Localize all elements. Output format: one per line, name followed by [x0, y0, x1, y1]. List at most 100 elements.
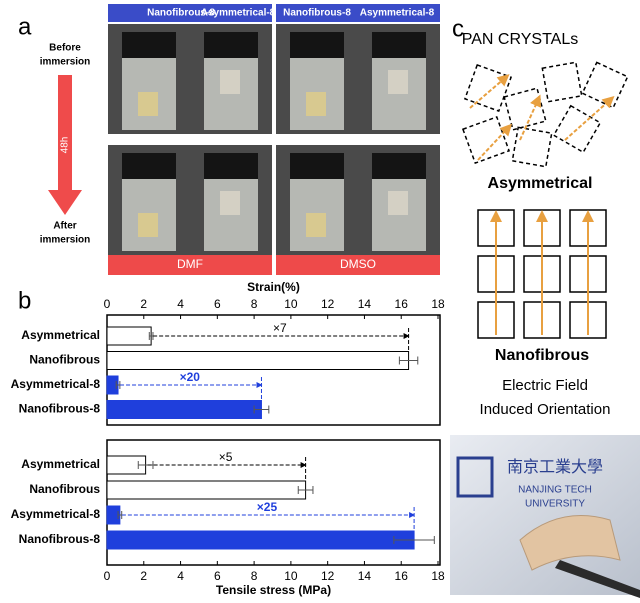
- bar: [106, 326, 152, 346]
- error-bar: [297, 486, 314, 494]
- stage-label: After: [53, 221, 76, 232]
- panel-label: c: [452, 15, 464, 42]
- jar-cap: [372, 32, 426, 58]
- photo-header: Asymmetrical-8: [201, 8, 276, 19]
- sample: [138, 92, 158, 116]
- solvent-label: DMF: [177, 257, 203, 271]
- axis-title: Strain(%): [247, 280, 300, 294]
- aligned-arrows: [490, 210, 594, 335]
- x-tick-label: 10: [284, 569, 298, 583]
- x-tick-label: 0: [104, 297, 111, 311]
- x-tick-label: 12: [321, 297, 335, 311]
- x-tick-label: 8: [251, 297, 258, 311]
- schematic-title: PAN CRYSTALs: [462, 31, 578, 48]
- x-tick-label: 14: [358, 297, 372, 311]
- jar-cap: [290, 32, 344, 58]
- x-tick-label: 10: [284, 297, 298, 311]
- sample: [220, 191, 240, 215]
- x-tick-label: 2: [140, 297, 147, 311]
- x-tick-label: 16: [395, 569, 409, 583]
- x-tick-label: 12: [321, 569, 335, 583]
- bar: [106, 400, 262, 419]
- jar-cap: [372, 153, 426, 179]
- time-label: 48h: [60, 137, 71, 154]
- category-label: Nanofibrous-8: [19, 532, 101, 546]
- photo-header-bar: [108, 4, 272, 22]
- solvent-bar: [276, 255, 440, 275]
- x-tick-label: 8: [251, 569, 258, 583]
- error-bar: [398, 356, 419, 365]
- jar-cap: [204, 32, 258, 58]
- category-label: Asymmetrical: [21, 328, 100, 342]
- ratio-label: ×25: [257, 500, 278, 514]
- photo-header-bar: [276, 4, 440, 22]
- jar-cap: [290, 153, 344, 179]
- schematic-label: Nanofibrous: [495, 347, 589, 364]
- solvent-label: DMSO: [340, 257, 376, 271]
- bar-charts: 0 2 4 6 8 10 12 14 16 18 Strain(%) Asymmetrical Nano…: [11, 280, 445, 597]
- x-tick-label: 4: [177, 569, 184, 583]
- error-bar: [393, 536, 435, 544]
- error-bar: [115, 381, 121, 389]
- membrane: [519, 515, 621, 571]
- x-tick-label: 6: [214, 297, 221, 311]
- caption: Induced Orientation: [480, 401, 611, 418]
- category-label: Asymmetrical-8: [11, 507, 101, 521]
- sample: [388, 70, 408, 94]
- time-arrow: [48, 75, 82, 215]
- sample: [388, 191, 408, 215]
- crystal-arrows: [469, 74, 615, 161]
- stage-label: immersion: [40, 57, 91, 68]
- category-label: Nanofibrous: [29, 482, 100, 496]
- category-label: Nanofibrous-8: [19, 402, 101, 416]
- bar: [106, 530, 415, 550]
- sample: [138, 213, 158, 237]
- category-label: Asymmetrical: [21, 457, 100, 471]
- jar-cap: [122, 153, 176, 179]
- x-tick-label: 2: [140, 569, 147, 583]
- axis-title: Tensile stress (MPa): [216, 583, 331, 597]
- schematic-label: Asymmetrical: [488, 175, 593, 192]
- x-tick-label: 4: [177, 297, 184, 311]
- bar: [106, 480, 307, 500]
- logo-text: NANJING TECH: [518, 485, 592, 496]
- solvent-bar: [108, 255, 272, 275]
- ratio-label: ×7: [273, 321, 287, 335]
- category-label: Asymmetrical-8: [11, 377, 101, 391]
- crystal-squares: [461, 61, 629, 168]
- ratio-label: ×5: [219, 450, 233, 464]
- panel-label: a: [18, 13, 32, 40]
- tweezers: [555, 560, 640, 598]
- panel-label: b: [18, 287, 31, 314]
- stage-label: immersion: [40, 235, 91, 246]
- photo-header: Asymmetrical-8: [360, 8, 435, 19]
- photo-header: Nanofibrous-8: [147, 8, 215, 19]
- sample: [306, 92, 326, 116]
- jar-cap: [204, 153, 258, 179]
- jar-cap: [122, 32, 176, 58]
- x-tick-label: 14: [358, 569, 372, 583]
- plot-frame: [106, 439, 441, 566]
- error-bar: [117, 511, 123, 519]
- error-bar: [253, 405, 270, 414]
- x-tick-label: 18: [431, 569, 445, 583]
- x-tick-label: 16: [395, 297, 409, 311]
- sample-photo: [450, 435, 640, 595]
- error-bar: [148, 332, 154, 340]
- photo-grid: [108, 4, 440, 275]
- x-tick-label: 18: [431, 297, 445, 311]
- caption: Electric Field: [502, 377, 588, 394]
- sample: [220, 70, 240, 94]
- logo-text: UNIVERSITY: [525, 499, 585, 510]
- logo: [456, 456, 494, 498]
- bar: [106, 351, 410, 370]
- ratio-label: ×20: [180, 370, 201, 384]
- logo-text: 南京工業大學: [507, 458, 603, 476]
- sample: [306, 213, 326, 237]
- x-tick-label: 6: [214, 569, 221, 583]
- x-tick-label: 0: [104, 569, 111, 583]
- category-label: Nanofibrous: [29, 353, 100, 367]
- photo-header: Nanofibrous-8: [283, 8, 351, 19]
- stage-label: Before: [49, 43, 81, 54]
